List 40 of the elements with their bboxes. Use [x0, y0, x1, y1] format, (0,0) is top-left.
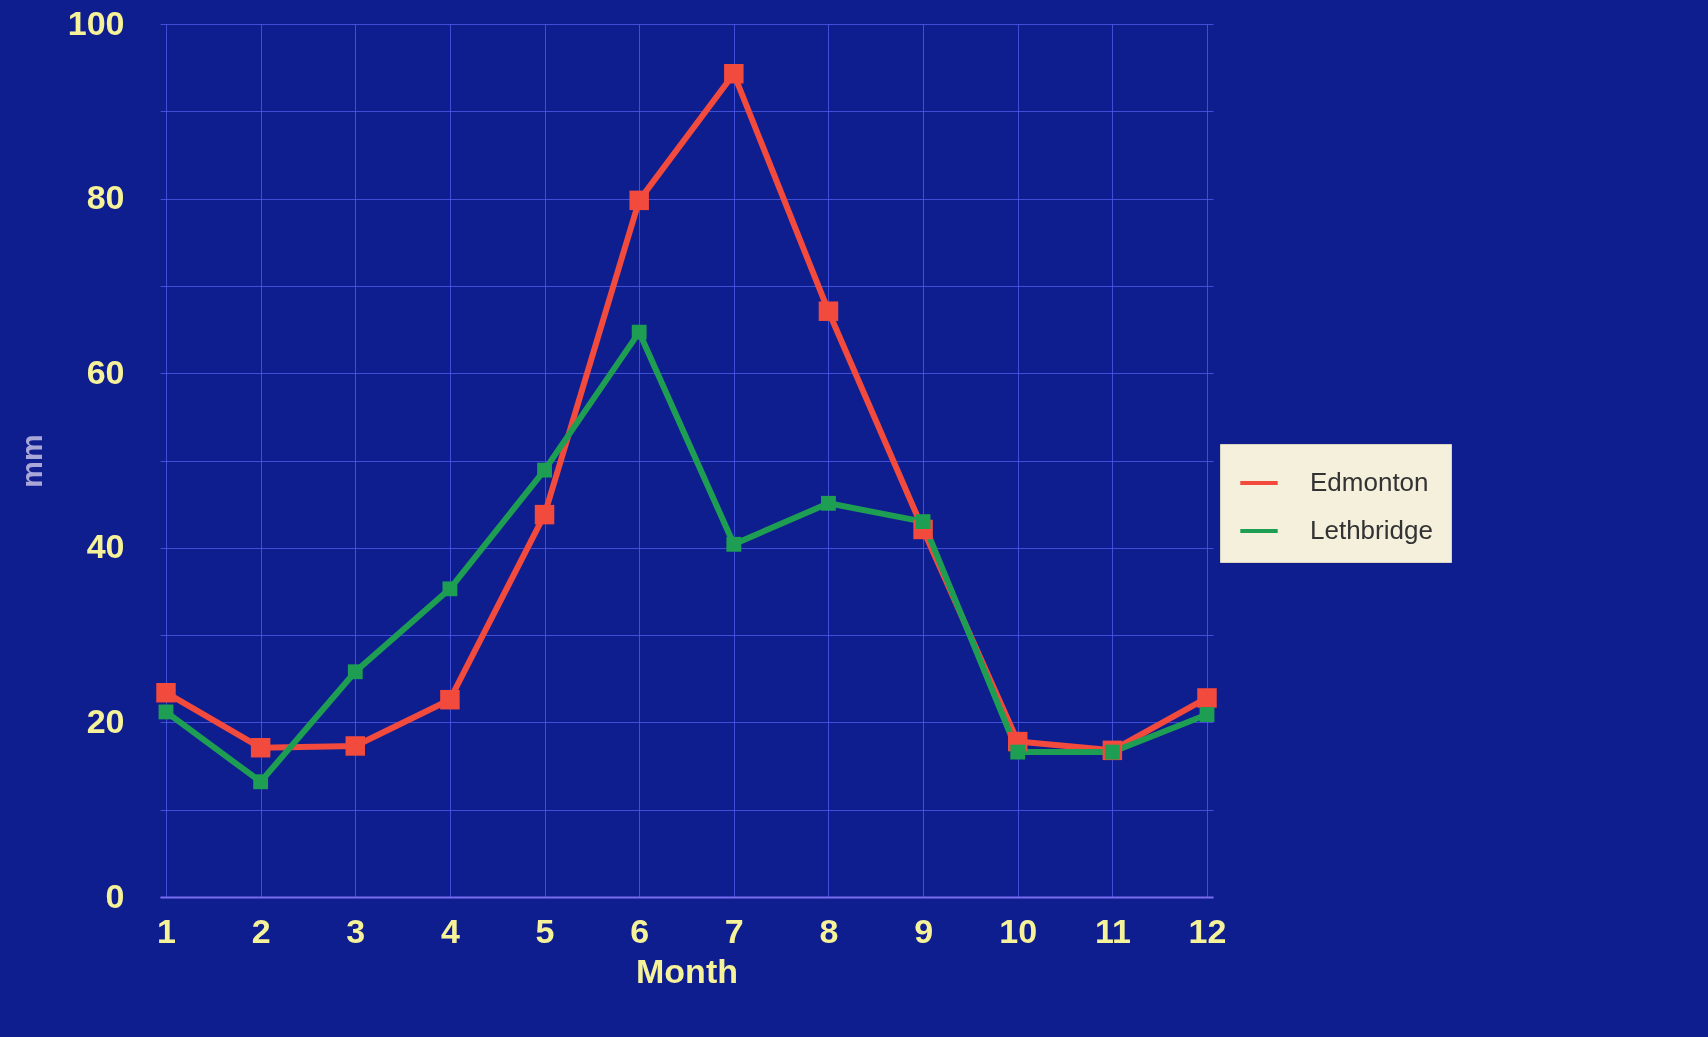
point: [1010, 744, 1026, 760]
y-tick-label: 40: [86, 527, 125, 566]
x-tick-label: 2: [251, 911, 271, 950]
x-tick-label: 10: [999, 911, 1038, 950]
y-tick-label: 20: [86, 701, 125, 740]
y-tick-label: 100: [67, 3, 125, 42]
legend-label: Lethbridge: [1310, 515, 1433, 545]
x-tick-label: 12: [1188, 911, 1227, 950]
y-tick-label: 80: [86, 178, 125, 217]
x-tick-label: 11: [1094, 911, 1131, 950]
point: [534, 504, 555, 525]
point: [821, 495, 836, 511]
point: [629, 190, 649, 211]
x-tick-label: 1: [157, 911, 176, 950]
point: [1197, 688, 1217, 708]
point: [442, 581, 458, 597]
point: [440, 689, 460, 710]
point: [537, 462, 552, 478]
point: [1199, 707, 1215, 722]
y-axis-title: mm: [14, 434, 48, 488]
point: [631, 324, 647, 340]
legend-label: Edmonton: [1310, 467, 1429, 497]
y-tick-label: 0: [105, 876, 125, 915]
point: [345, 736, 366, 756]
x-tick-label: 7: [724, 911, 744, 950]
x-tick-label: 9: [914, 911, 934, 950]
point: [724, 64, 744, 84]
point: [250, 737, 271, 758]
x-tick-label: 6: [630, 911, 650, 950]
y-tick-label: 60: [86, 352, 125, 391]
point: [156, 682, 176, 703]
x-tick-label: 8: [819, 911, 839, 950]
x-tick-label: 4: [440, 911, 460, 950]
point: [726, 536, 742, 552]
point: [347, 664, 363, 680]
x-tick-label: 3: [346, 911, 366, 950]
x-tick-label: 5: [535, 911, 555, 950]
point: [253, 774, 269, 790]
x-axis-title: Month: [636, 951, 738, 990]
point: [818, 301, 839, 321]
